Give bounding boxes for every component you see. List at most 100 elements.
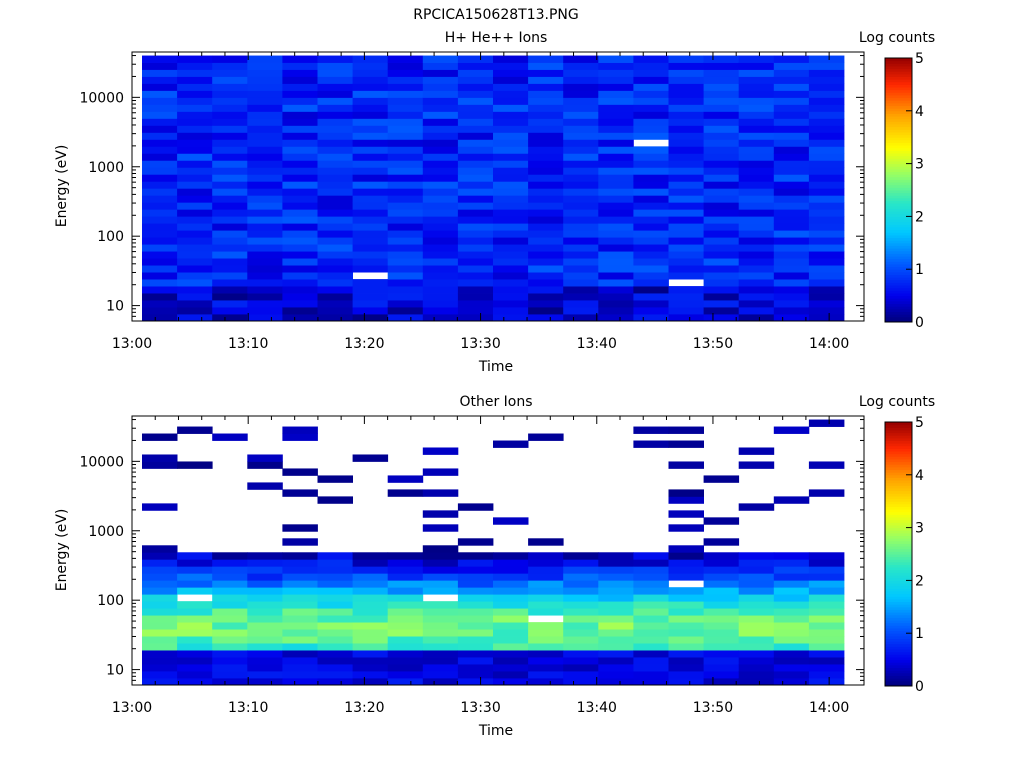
- heatmap-cell: [422, 181, 459, 189]
- heatmap-cell: [808, 559, 845, 567]
- heatmap-cell: [282, 62, 318, 70]
- colorbar-segment: [885, 482, 912, 486]
- heatmap-cell: [422, 83, 459, 91]
- heatmap-cell: [598, 293, 634, 301]
- heatmap-cell: [633, 608, 669, 616]
- colorbar-segment: [885, 176, 912, 180]
- heatmap-cell: [247, 594, 283, 602]
- colorbar-segment: [885, 108, 912, 112]
- heatmap-cell: [738, 300, 775, 308]
- colorbar-label: Log counts: [859, 30, 935, 46]
- heatmap-cell: [387, 307, 424, 315]
- heatmap-cell: [317, 496, 353, 504]
- heatmap-cell: [598, 153, 634, 161]
- heatmap-cell: [352, 125, 389, 133]
- heatmap-cell: [247, 202, 283, 210]
- colorbar-segment: [885, 137, 912, 141]
- heatmap-cell: [247, 160, 283, 168]
- heatmap-cell: [738, 461, 775, 469]
- heatmap-cell: [633, 104, 669, 112]
- heatmap-cell: [457, 202, 494, 210]
- colorbar-segment: [885, 437, 912, 441]
- colorbar-segment: [885, 68, 912, 72]
- heatmap-cell: [317, 111, 353, 119]
- heatmap-cell: [703, 181, 740, 189]
- heatmap-cell: [282, 608, 318, 616]
- heatmap-cell: [703, 139, 740, 147]
- heatmap-cell: [493, 517, 529, 525]
- heatmap-cell: [808, 580, 845, 588]
- heatmap-cell: [142, 636, 178, 644]
- colorbar-segment: [885, 253, 912, 257]
- heatmap-cell: [387, 657, 424, 665]
- heatmap-cell: [738, 195, 775, 203]
- heatmap-cell: [668, 671, 704, 679]
- heatmap-cell: [668, 146, 704, 154]
- heatmap-cell: [493, 601, 529, 609]
- heatmap-cell: [528, 307, 564, 315]
- heatmap-cell: [563, 314, 599, 322]
- colorbar-segment: [885, 139, 912, 143]
- colorbar-segment: [885, 269, 912, 273]
- heatmap-cell: [212, 97, 248, 105]
- heatmap-cell: [598, 237, 634, 245]
- heatmap-cell: [352, 615, 389, 623]
- heatmap-cell: [808, 125, 845, 133]
- heatmap-cell: [422, 447, 459, 455]
- heatmap-cell: [177, 202, 213, 210]
- heatmap-cell: [738, 580, 775, 588]
- heatmap-cell: [142, 146, 178, 154]
- heatmap-cell: [212, 188, 248, 196]
- heatmap-cell: [142, 594, 178, 602]
- colorbar-segment: [885, 285, 912, 289]
- heatmap-cell: [633, 251, 669, 259]
- heatmap-cell: [598, 286, 634, 294]
- heatmap-cell: [282, 643, 318, 651]
- heatmap-cell: [247, 195, 283, 203]
- heatmap-cell: [773, 90, 810, 98]
- heatmap-cell: [212, 174, 248, 182]
- heatmap-cell: [773, 678, 810, 686]
- heatmap-cell: [808, 594, 845, 602]
- colorbar-segment: [885, 58, 912, 62]
- heatmap-cell: [773, 300, 810, 308]
- heatmap-cell: [387, 475, 424, 483]
- colorbar-segment: [885, 630, 912, 634]
- heatmap-cell: [668, 97, 704, 105]
- heatmap-cell: [563, 230, 599, 238]
- heatmap-cell: [142, 216, 178, 224]
- heatmap-cell: [352, 671, 389, 679]
- heatmap-cell: [738, 279, 775, 287]
- colorbar-segment: [885, 656, 912, 661]
- colorbar-segment: [885, 89, 912, 93]
- heatmap-cell: [457, 76, 494, 84]
- colorbar-segment: [885, 620, 912, 624]
- heatmap-cell: [282, 118, 318, 126]
- colorbar-segment: [885, 477, 912, 481]
- heatmap-cell: [668, 174, 704, 182]
- heatmap-cell: [528, 160, 564, 168]
- heatmap-cell: [387, 615, 424, 623]
- heatmap-cell: [317, 559, 353, 567]
- heatmap-cell: [457, 293, 494, 301]
- heatmap-cell: [773, 146, 810, 154]
- heatmap-cell: [142, 566, 178, 574]
- heatmap-cell: [142, 69, 178, 77]
- heatmap-cell: [668, 265, 704, 273]
- heatmap-cell: [247, 307, 283, 315]
- heatmap-cell: [422, 545, 459, 553]
- heatmap-cell: [668, 167, 704, 175]
- heatmap-cell: [598, 244, 634, 252]
- heatmap-cell: [352, 139, 389, 147]
- heatmap-cell: [317, 69, 353, 77]
- heatmap-cell: [808, 678, 845, 686]
- heatmap-cell: [387, 125, 424, 133]
- heatmap-cell: [422, 76, 459, 84]
- heatmap-cell: [352, 636, 389, 644]
- heatmap-cell: [387, 230, 424, 238]
- heatmap-cell: [808, 202, 845, 210]
- heatmap-cell: [212, 286, 248, 294]
- heatmap-cell: [703, 587, 740, 595]
- heatmap-cell: [703, 146, 740, 154]
- heatmap-cell: [317, 195, 353, 203]
